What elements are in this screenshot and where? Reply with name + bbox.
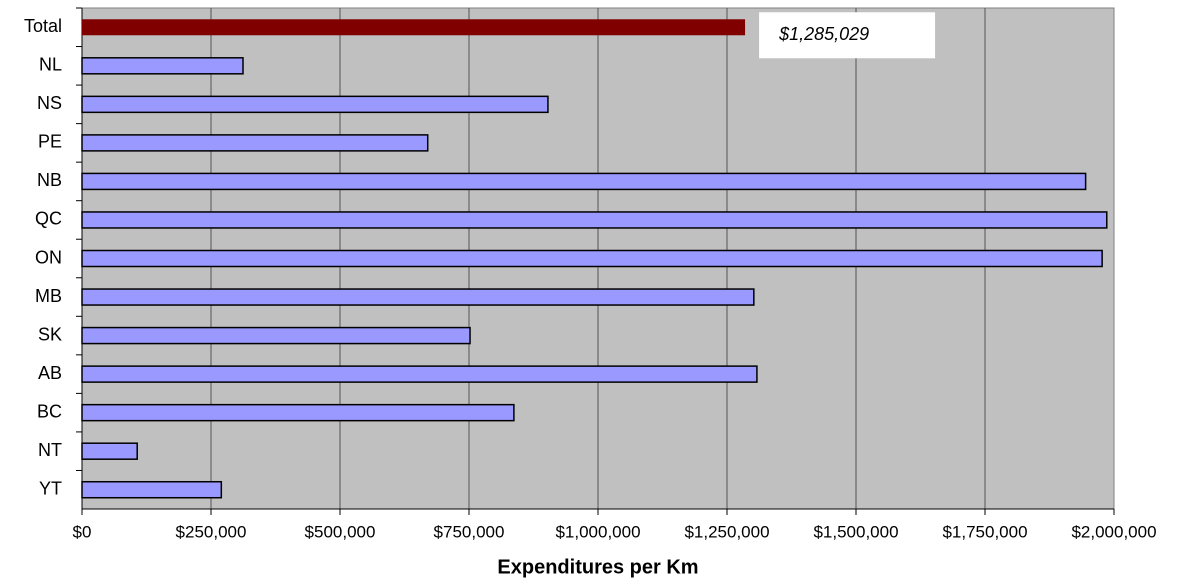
y-tick-label: BC bbox=[37, 401, 62, 421]
y-tick-label: AB bbox=[38, 363, 62, 383]
y-tick-label: NB bbox=[37, 170, 62, 190]
data-label: $1,285,029 bbox=[778, 24, 869, 44]
y-tick-label: PE bbox=[38, 132, 62, 152]
x-tick-label: $1,250,000 bbox=[684, 522, 769, 541]
y-tick-label: MB bbox=[35, 286, 62, 306]
bar bbox=[81, 172, 1087, 191]
bar bbox=[81, 134, 429, 152]
bar bbox=[81, 288, 755, 306]
bar bbox=[81, 326, 471, 345]
bar bbox=[81, 95, 549, 114]
bar bbox=[81, 480, 223, 499]
x-tick-label: $500,000 bbox=[305, 522, 376, 541]
y-tick-label: NS bbox=[37, 93, 62, 113]
bar bbox=[81, 403, 515, 422]
bar bbox=[82, 19, 746, 36]
y-tick-label: ON bbox=[35, 247, 62, 267]
x-tick-label: $250,000 bbox=[176, 522, 247, 541]
x-axis-title: Expenditures per Km bbox=[497, 556, 698, 578]
y-tick-label: NL bbox=[39, 55, 62, 75]
bar bbox=[81, 211, 1108, 229]
y-tick-label: NT bbox=[38, 440, 62, 460]
bar bbox=[81, 249, 1103, 268]
y-tick-label: Total bbox=[24, 16, 62, 36]
y-tick-label: YT bbox=[39, 478, 62, 498]
x-tick-label: $2,000,000 bbox=[1071, 522, 1156, 541]
y-tick-label: QC bbox=[35, 209, 62, 229]
data-label-box bbox=[759, 12, 936, 59]
bar bbox=[81, 365, 758, 383]
bar bbox=[81, 57, 244, 75]
bar bbox=[81, 442, 138, 460]
y-tick-label: SK bbox=[38, 324, 62, 344]
x-tick-label: $1,000,000 bbox=[555, 522, 640, 541]
x-tick-label: $1,500,000 bbox=[813, 522, 898, 541]
x-tick-label: $0 bbox=[73, 522, 92, 541]
x-tick-label: $750,000 bbox=[434, 522, 505, 541]
x-tick-label: $1,750,000 bbox=[942, 522, 1027, 541]
